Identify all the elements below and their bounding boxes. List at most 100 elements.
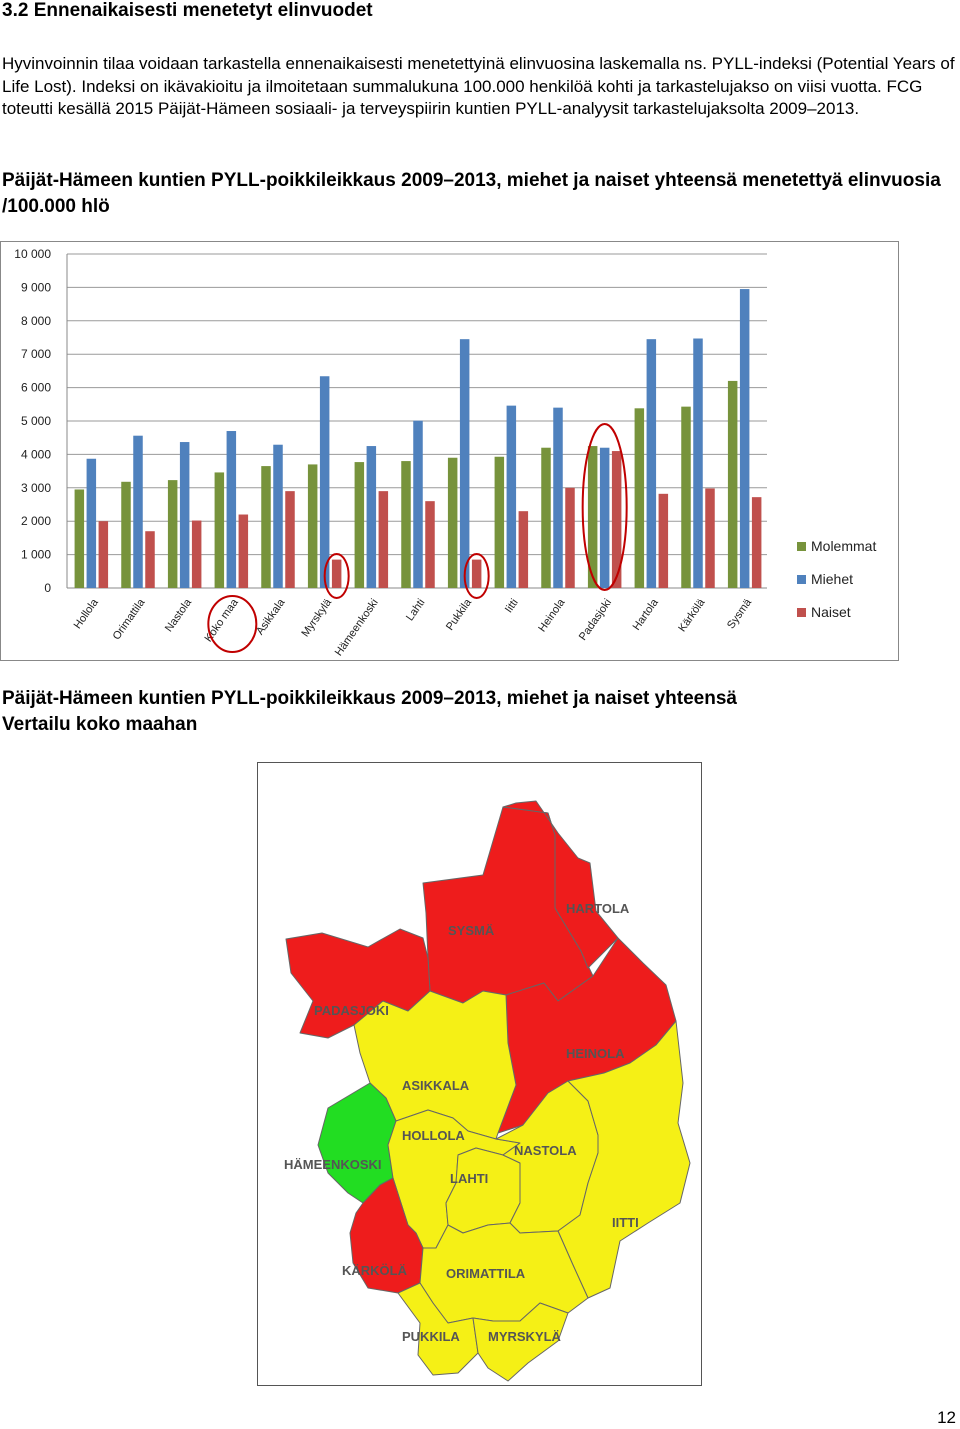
x-tick-label: Asikkala bbox=[254, 596, 288, 637]
bar-naiset-1 bbox=[145, 531, 155, 588]
bar-miehet-1 bbox=[133, 435, 143, 588]
map-region-lahti bbox=[445, 1147, 521, 1234]
y-tick-label: 6 000 bbox=[21, 381, 51, 395]
bar-naiset-14 bbox=[751, 497, 762, 588]
bar-naiset-11 bbox=[611, 451, 622, 588]
bar-miehet-6 bbox=[366, 446, 377, 588]
y-tick-label: 1 000 bbox=[21, 548, 51, 562]
x-tick-label: Iitti bbox=[503, 597, 521, 615]
bar-miehet-7 bbox=[413, 420, 423, 588]
x-tick-label: Nastola bbox=[163, 596, 195, 634]
bar-miehet-4 bbox=[273, 444, 283, 588]
x-tick-label: Kärkölä bbox=[676, 596, 708, 634]
municipality-map: SYSMÄ HARTOLA PADASJOKI HEINOLA ASIKKALA HOLL… bbox=[257, 762, 702, 1386]
bar-molemmat-12 bbox=[634, 408, 645, 588]
map-label-8: NASTOLA bbox=[514, 1143, 577, 1158]
x-tick-label: Lahti bbox=[404, 597, 428, 623]
map-caption-line2: Vertailu koko maahan bbox=[2, 714, 198, 735]
bar-molemmat-14 bbox=[727, 380, 738, 588]
bar-molemmat-6 bbox=[354, 462, 365, 588]
y-tick-label: 9 000 bbox=[21, 280, 51, 294]
x-tick-label: Orimattila bbox=[111, 596, 148, 642]
bar-miehet-0 bbox=[86, 458, 97, 588]
y-tick-label: 5 000 bbox=[21, 414, 51, 428]
map-caption-line1: Päijät-Hämeen kuntien PYLL-poikkileikkau… bbox=[2, 688, 737, 709]
map-label-10: KÄRKÖLÄ bbox=[342, 1263, 408, 1278]
page-number: 12 bbox=[937, 1408, 956, 1427]
y-tick-label: 2 000 bbox=[21, 514, 51, 528]
y-tick-label: 0 bbox=[44, 581, 51, 595]
y-tick-label: 7 000 bbox=[21, 347, 51, 361]
bar-molemmat-10 bbox=[541, 447, 551, 588]
bar-naiset-6 bbox=[378, 491, 389, 588]
bar-molemmat-1 bbox=[121, 481, 131, 588]
x-tick-label: Hämeenkoski bbox=[333, 597, 381, 658]
bar-molemmat-4 bbox=[261, 466, 271, 588]
legend-label-naiset: Naiset bbox=[811, 604, 851, 620]
highlight-ellipse bbox=[207, 595, 258, 653]
map-label-7: LAHTI bbox=[450, 1171, 488, 1186]
y-tick-label: 4 000 bbox=[21, 447, 51, 461]
bar-molemmat-0 bbox=[74, 489, 85, 588]
map-caption: Päijät-Hämeen kuntien PYLL-poikkileikkau… bbox=[2, 686, 952, 738]
map-label-2: PADASJOKI bbox=[314, 1003, 389, 1018]
bar-molemmat-7 bbox=[401, 461, 411, 588]
bar-miehet-12 bbox=[646, 339, 657, 588]
map-label-1: HARTOLA bbox=[566, 901, 630, 916]
bar-naiset-7 bbox=[425, 501, 435, 588]
x-tick-label: Myrskylä bbox=[299, 596, 334, 639]
bar-miehet-11 bbox=[599, 447, 610, 588]
bar-miehet-8 bbox=[459, 339, 470, 588]
bar-molemmat-2 bbox=[167, 480, 178, 588]
pyll-bar-chart: 0 1 000 2 000 3 000 4 000 5 000 6 000 7 000 8 00… bbox=[0, 241, 899, 661]
map-label-4: ASIKKALA bbox=[402, 1078, 470, 1093]
bar-naiset-3 bbox=[238, 514, 249, 588]
map-region-hartola bbox=[502, 800, 619, 969]
map-label-11: ORIMATTILA bbox=[446, 1266, 526, 1281]
section-heading: 3.2 Ennenaikaisesti menetetyt elinvuodet bbox=[2, 0, 373, 21]
bar-naiset-2 bbox=[191, 520, 202, 588]
x-tick-label: Pukkila bbox=[444, 596, 475, 633]
map-region-pukkila bbox=[397, 1282, 479, 1376]
map-label-13: MYRSKYLÄ bbox=[488, 1329, 562, 1344]
y-tick-label: 3 000 bbox=[21, 481, 51, 495]
highlight-ellipse bbox=[323, 553, 350, 599]
bar-miehet-9 bbox=[506, 405, 517, 588]
bar-naiset-10 bbox=[565, 487, 575, 588]
legend-swatch-miehet bbox=[797, 575, 806, 584]
x-tick-label: Hollola bbox=[72, 596, 102, 631]
chart-caption: Päijät-Hämeen kuntien PYLL-poikkileikkau… bbox=[2, 170, 941, 217]
bar-miehet-13 bbox=[693, 338, 703, 588]
bar-naiset-12 bbox=[658, 493, 669, 588]
bar-miehet-5 bbox=[319, 376, 330, 588]
bar-miehet-14 bbox=[739, 289, 750, 588]
map-label-5: HOLLOLA bbox=[402, 1128, 465, 1143]
map-svg: SYSMÄ HARTOLA PADASJOKI HEINOLA ASIKKALA HOLL… bbox=[284, 800, 691, 1382]
map-label-3: HEINOLA bbox=[566, 1046, 625, 1061]
bar-miehet-3 bbox=[226, 431, 237, 588]
map-label-12: PUKKILA bbox=[402, 1329, 460, 1344]
x-tick-label: Padasjoki bbox=[577, 597, 614, 643]
map-region-iitti bbox=[557, 1020, 691, 1299]
bar-miehet-10 bbox=[553, 407, 563, 588]
bar-naiset-5 bbox=[331, 559, 342, 588]
bar-naiset-13 bbox=[705, 488, 715, 588]
map-region-myrskyla bbox=[472, 1302, 569, 1382]
map-label-6: HÄMEENKOSKI bbox=[284, 1157, 382, 1172]
x-tick-label: Sysmä bbox=[725, 596, 755, 631]
bar-naiset-9 bbox=[518, 511, 529, 588]
y-tick-label: 8 000 bbox=[21, 314, 51, 328]
bar-molemmat-13 bbox=[681, 406, 691, 588]
legend-swatch-naiset bbox=[797, 608, 806, 617]
x-tick-label: Hartola bbox=[631, 596, 662, 633]
bar-molemmat-11 bbox=[587, 446, 598, 588]
chart-svg: 0 1 000 2 000 3 000 4 000 5 000 6 000 7 000 8 00… bbox=[14, 247, 876, 658]
bar-naiset-0 bbox=[98, 521, 109, 588]
legend-label-molemmat: Molemmat bbox=[811, 538, 876, 554]
bar-molemmat-9 bbox=[494, 456, 505, 588]
y-tick-label: 10 000 bbox=[14, 247, 51, 261]
highlight-ellipse bbox=[581, 423, 628, 591]
legend-label-miehet: Miehet bbox=[811, 571, 853, 587]
map-label-9: IITTI bbox=[612, 1215, 639, 1230]
highlight-ellipse bbox=[463, 553, 490, 599]
